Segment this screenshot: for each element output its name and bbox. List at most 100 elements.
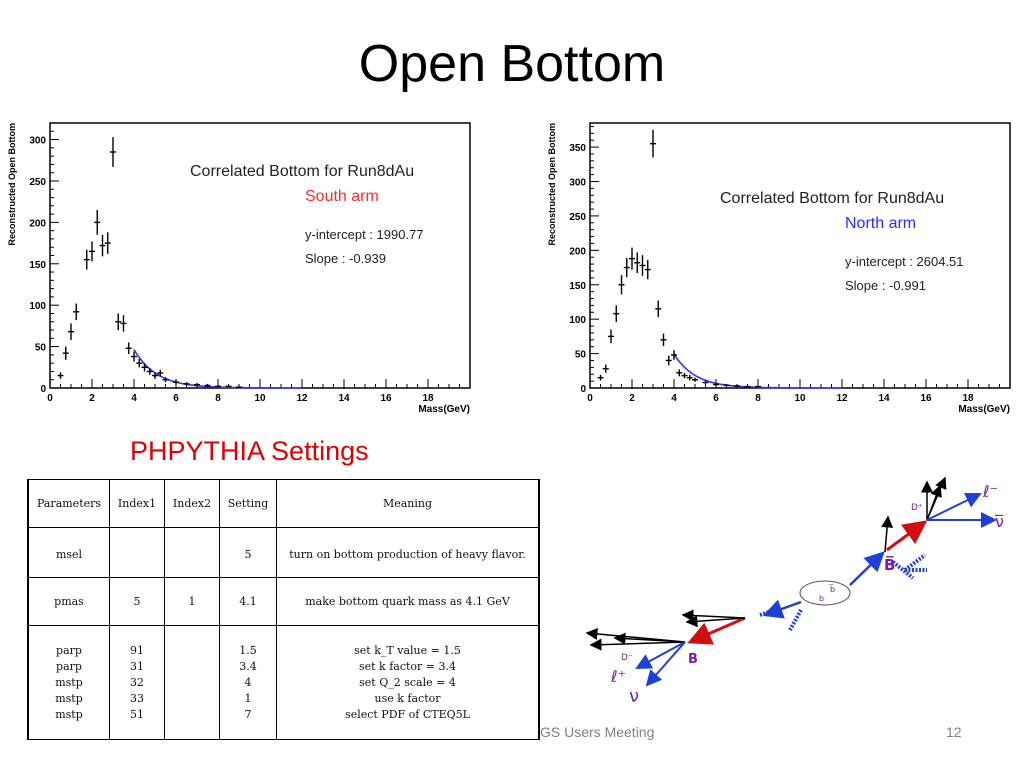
lepton-minus-label: ℓ⁻ [982,482,998,501]
cell-meaning: select PDF of CTEQ5L [345,707,470,721]
nu-line [645,641,686,687]
track-line [685,615,746,628]
x-tick-label: 6 [173,393,179,404]
table-separator [28,527,539,533]
lepton-plus-label: ℓ⁺ [610,667,626,686]
x-tick-label: 16 [920,393,932,404]
cell-setting: 4 [244,675,252,689]
cell-meaning: set k factor = 3.4 [358,659,457,673]
track-line [926,476,947,521]
header-parameters: Parameters [28,480,110,529]
cell-meaning: set k_T value = 1.5 [354,643,461,657]
page-number: 12 [946,724,962,740]
x-tick-label: 2 [629,393,635,404]
track-line [881,515,894,553]
south-arm-plot: 0 2 4 6 8 10 12 14 16 18 0 50 100 150 200 250 300 Mass(Ge… [5,118,475,422]
cell-setting-stack: 1.5 3.4 4 1 7 [219,625,277,739]
arm-label: South arm [305,188,379,205]
x-axis-label: Mass(GeV) [958,404,1010,415]
cell-setting: 5 [219,532,277,579]
south-arm-plot-svg: 0 2 4 6 8 10 12 14 16 18 0 50 100 150 200 250 300 Mass(Ge… [7,122,471,415]
fit-curve [673,353,842,389]
y-tick-label: 150 [569,281,586,292]
chart-title: Correlated Bottom for Run8dAu [720,190,944,207]
cell-index1: 5 [109,577,165,627]
decay-diagram-svg: b b̅ D⁺ ℓ⁻ ν̅ B̅ D⁻ B ℓ⁺ ν [585,476,1004,707]
y-axis-label: Reconstructed Open Bottom [547,123,557,246]
y-tick-label: 50 [575,350,587,361]
y-tick-label: 200 [569,246,586,257]
y-tick-label: 100 [29,301,46,312]
b-meson-label: B [688,652,698,667]
plot-frame [49,122,471,389]
y-tick-label: 150 [29,260,46,271]
table-row: parp parp mstp mstp mstp 91 31 32 33 51 … [28,625,539,739]
cell-index1: 33 [130,691,144,705]
cell-index1 [109,532,165,579]
cell-index2: 1 [164,577,220,627]
header-index2: Index2 [164,480,220,529]
d-minus-label: D⁻ [621,653,633,663]
cell-meaning: set Q_2 scale = 4 [359,675,456,689]
y-tick-label: 350 [569,143,586,154]
x-tick-label: 18 [422,393,434,404]
parameter-table-grid: Parameters Index1 Index2 Setting Meaning… [28,480,539,739]
y-tick-label: 300 [29,136,46,147]
y-tick-label: 250 [569,212,586,223]
quark-b-label: b [819,594,824,603]
y-tick-label: 300 [569,178,586,189]
header-meaning: Meaning [276,480,539,529]
cell-index2 [164,532,220,579]
table-row: msel 5 turn on bottom production of heav… [28,532,539,579]
bbar-meson-label: B̅ [884,554,895,574]
x-tick-label: 0 [587,393,593,404]
y-axis-label: Reconstructed Open Bottom [7,123,17,246]
table-row: pmas 5 1 4.1 make bottom quark mass as 4… [28,577,539,627]
x-tick-label: 8 [215,393,221,404]
footer-text: GS Users Meeting [540,724,655,740]
cell-meaning: make bottom quark mass as 4.1 GeV [276,577,539,627]
x-tick-label: 10 [254,393,266,404]
cell-param-stack: parp parp mstp mstp mstp [28,625,110,739]
quark-bbar-label: b̅ [828,584,835,594]
x-tick-label: 4 [131,393,137,404]
cell-param: parp [56,659,82,673]
x-tick-label: 14 [878,393,890,404]
y-tick-label: 0 [580,384,586,395]
cell-index1-stack: 91 31 32 33 51 [109,625,165,739]
parameter-table: Parameters Index1 Index2 Setting Meaning… [27,479,540,740]
cell-setting: 1 [244,691,252,705]
cell-param: mstp [55,675,83,689]
cell-setting: 4.1 [219,577,277,627]
cell-setting: 3.4 [239,659,257,673]
cell-index1: 31 [130,659,144,673]
header-setting: Setting [219,480,277,529]
x-tick-label: 14 [338,393,350,404]
x-tick-label: 12 [836,393,848,404]
slope-label: Slope : -0.991 [845,278,926,293]
cell-param: mstp [55,707,83,721]
bbar-quark-line [849,551,885,586]
cell-param: pmas [28,577,110,627]
cell-meaning: use k factor [374,691,441,705]
y-tick-label: 100 [569,315,586,326]
jet-lower [759,608,803,631]
y-tick-label: 250 [29,177,46,188]
nu-label: ν [629,686,639,707]
track-line [589,638,686,651]
cell-index1: 32 [130,675,144,689]
intercept-label: y-intercept : 2604.51 [845,254,964,269]
x-tick-label: 16 [380,393,392,404]
cell-param: msel [28,532,110,579]
intercept-label: y-intercept : 1990.77 [305,227,424,242]
cell-index1: 51 [130,707,144,721]
table-header-row: Parameters Index1 Index2 Setting Meaning [28,480,539,529]
lepton-minus-line [926,492,982,521]
cell-meaning: turn on bottom production of heavy flavo… [276,532,539,579]
plot-frame [589,122,1011,389]
x-tick-label: 18 [962,393,974,404]
cell-index2 [164,625,220,739]
north-arm-plot: 0 2 4 6 8 10 12 14 16 18 0 50 100 150 200 250 300 350 Mass… [545,118,1015,422]
x-tick-label: 12 [296,393,308,404]
x-tick-label: 6 [713,393,719,404]
